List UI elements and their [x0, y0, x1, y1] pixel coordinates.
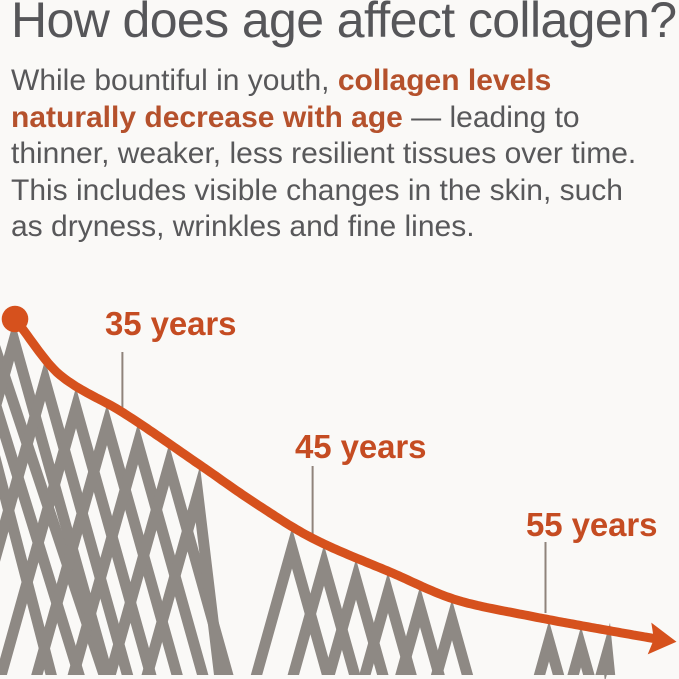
svg-text:55 years: 55 years — [526, 506, 657, 543]
svg-text:45 years: 45 years — [295, 428, 426, 465]
svg-text:35 years: 35 years — [105, 305, 236, 342]
